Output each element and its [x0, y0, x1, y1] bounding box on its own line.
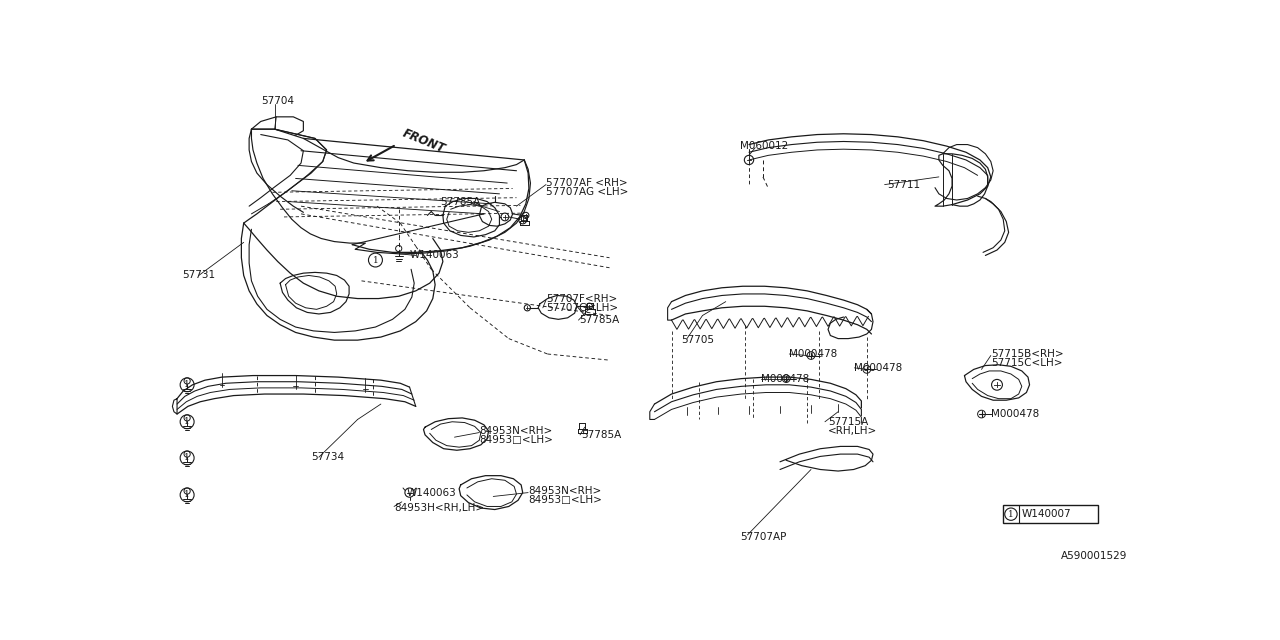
Text: 1: 1	[184, 454, 189, 463]
Text: 1: 1	[1009, 509, 1014, 518]
Text: 57715B<RH>: 57715B<RH>	[991, 349, 1064, 359]
Text: 84953N<RH>: 84953N<RH>	[479, 426, 553, 436]
Text: FRONT: FRONT	[401, 127, 447, 156]
Text: 1: 1	[184, 417, 189, 426]
Text: W140007: W140007	[1021, 509, 1071, 519]
Text: M000478: M000478	[760, 374, 809, 383]
Text: W140063: W140063	[407, 488, 456, 498]
Text: 57707AF <RH>: 57707AF <RH>	[547, 178, 627, 188]
Text: 57715C<LH>: 57715C<LH>	[991, 358, 1062, 368]
Text: 1: 1	[184, 380, 189, 389]
Text: 57704: 57704	[261, 97, 293, 106]
Text: 1: 1	[184, 490, 189, 499]
Text: 1: 1	[372, 255, 379, 264]
Text: 57707F<RH>: 57707F<RH>	[547, 294, 617, 303]
Text: 57707AG <LH>: 57707AG <LH>	[547, 188, 628, 197]
Text: 57711: 57711	[887, 180, 920, 189]
Text: 57734: 57734	[311, 452, 344, 462]
Text: 84953□<LH>: 84953□<LH>	[479, 435, 553, 445]
Text: A590001529: A590001529	[1061, 551, 1128, 561]
Text: 84953H<RH,LH>: 84953H<RH,LH>	[394, 503, 484, 513]
Text: M000478: M000478	[790, 349, 837, 359]
Text: 57705: 57705	[681, 335, 714, 345]
Text: 57785A: 57785A	[580, 315, 620, 325]
Text: 57731: 57731	[182, 271, 215, 280]
Bar	[1004, 505, 1098, 524]
Text: M060012: M060012	[740, 141, 788, 151]
Text: 84953N<RH>: 84953N<RH>	[529, 486, 602, 496]
Text: W140063: W140063	[410, 250, 460, 260]
Text: 57707G<LH>: 57707G<LH>	[547, 303, 618, 313]
Text: 84953□<LH>: 84953□<LH>	[529, 495, 602, 506]
Text: <RH,LH>: <RH,LH>	[828, 426, 877, 436]
Text: 57707AP: 57707AP	[740, 532, 786, 542]
Text: 57715A: 57715A	[828, 417, 868, 427]
Text: 57785A: 57785A	[581, 430, 621, 440]
Text: M000478: M000478	[855, 363, 902, 373]
Text: 57785A: 57785A	[440, 196, 481, 207]
Text: M000478: M000478	[991, 409, 1039, 419]
